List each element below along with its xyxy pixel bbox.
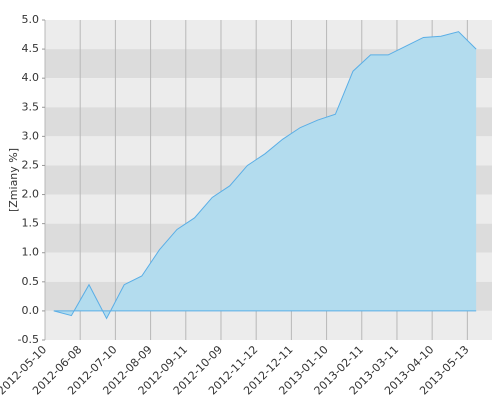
y-tick-label: -0.5 (18, 333, 39, 346)
y-tick-label: 2.0 (22, 188, 40, 201)
y-tick-label: 5.0 (22, 13, 40, 26)
y-tick-label: 1.5 (22, 217, 40, 230)
y-tick-label: 4.5 (22, 42, 40, 55)
y-tick-label: 0.5 (22, 275, 40, 288)
y-tick-label: 3.0 (22, 129, 40, 142)
y-tick-label: 3.5 (22, 100, 40, 113)
y-tick-label: 2.5 (22, 158, 40, 171)
y-axis-label: [Zmiany %] (7, 148, 20, 212)
y-tick-label: 4.0 (22, 71, 40, 84)
grid-band (45, 310, 492, 340)
y-tick-label: 1.0 (22, 246, 40, 259)
area (53, 31, 477, 319)
line (53, 31, 477, 320)
y-tick-label: 0.0 (22, 304, 40, 317)
